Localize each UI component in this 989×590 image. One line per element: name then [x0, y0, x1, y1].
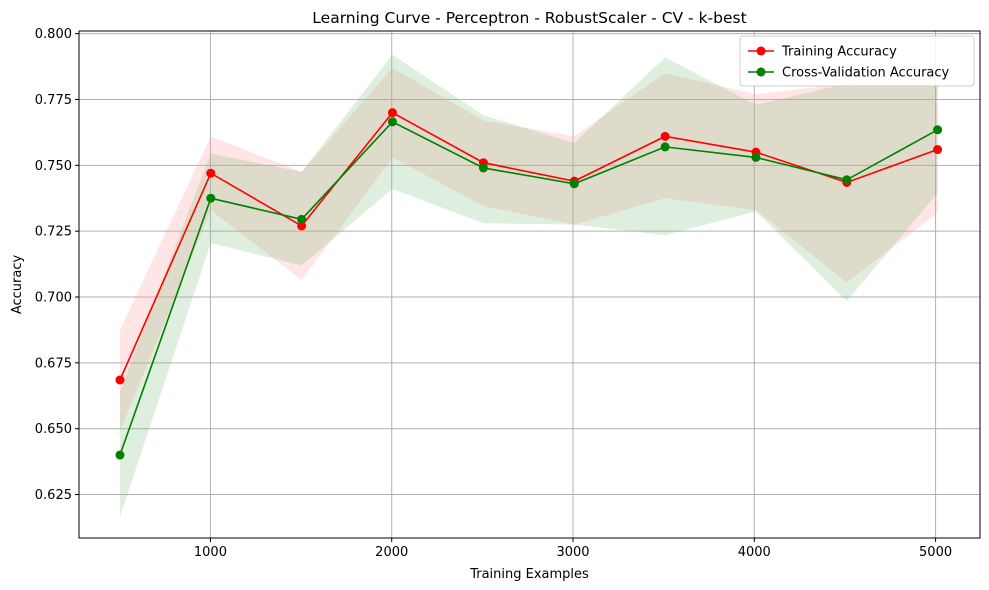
grid-layer	[79, 31, 980, 538]
cv-accuracy-point	[751, 152, 761, 162]
legend-box	[739, 35, 975, 87]
cv-accuracy-point	[206, 193, 216, 203]
training-accuracy-point	[206, 168, 216, 178]
cv-accuracy-point	[660, 142, 670, 152]
x-tick-label: 5000	[919, 545, 952, 560]
training-accuracy-point	[387, 108, 397, 118]
training-accuracy-line	[119, 111, 938, 381]
confidence-bands	[119, 54, 938, 517]
training-accuracy-band	[119, 67, 938, 432]
y-tick-label: 0.625	[35, 488, 72, 503]
x-tick-label: 1000	[194, 545, 227, 560]
y-tick-label: 0.800	[35, 27, 72, 42]
cv-accuracy-line	[119, 120, 938, 456]
training-accuracy-point	[933, 145, 943, 155]
cv-accuracy-point	[569, 179, 579, 189]
y-tick-label: 0.675	[35, 356, 72, 371]
axis-ticks: 1000 2000 3000 4000 5000 0.625 0.650 0.675 0.700…	[35, 27, 952, 560]
chart-title: Learning Curve - Perceptron - RobustScal…	[312, 9, 746, 27]
y-tick-label: 0.700	[35, 291, 72, 306]
legend-label-training: Training Accuracy	[781, 45, 897, 60]
y-tick-label: 0.725	[35, 225, 72, 240]
x-tick-label: 2000	[375, 545, 408, 560]
cv-accuracy-point	[478, 163, 488, 173]
y-tick-label: 0.750	[35, 159, 72, 174]
y-tick-label: 0.775	[35, 93, 72, 108]
legend-marker-swatch	[756, 46, 766, 56]
cv-accuracy-point	[933, 125, 943, 135]
legend: Training Accuracy Cross-Validation Accura…	[739, 35, 975, 87]
training-accuracy-point	[297, 221, 307, 231]
cv-accuracy-point	[297, 214, 307, 224]
x-tick-label: 3000	[556, 545, 589, 560]
y-tick-label: 0.650	[35, 422, 72, 437]
plot-frame	[78, 30, 981, 539]
cv-accuracy-point	[387, 117, 397, 127]
training-accuracy-point	[660, 131, 670, 141]
cv-accuracy-band	[119, 54, 938, 517]
training-accuracy-point	[115, 375, 125, 385]
cv-accuracy-point	[842, 175, 852, 185]
x-axis-label: Training Examples	[469, 567, 589, 582]
y-axis-label: Accuracy	[10, 255, 25, 315]
legend-marker-swatch	[756, 67, 766, 77]
x-tick-label: 4000	[738, 545, 771, 560]
series-lines	[115, 108, 943, 460]
cv-accuracy-point	[115, 450, 125, 460]
legend-label-cv: Cross-Validation Accuracy	[782, 66, 950, 81]
